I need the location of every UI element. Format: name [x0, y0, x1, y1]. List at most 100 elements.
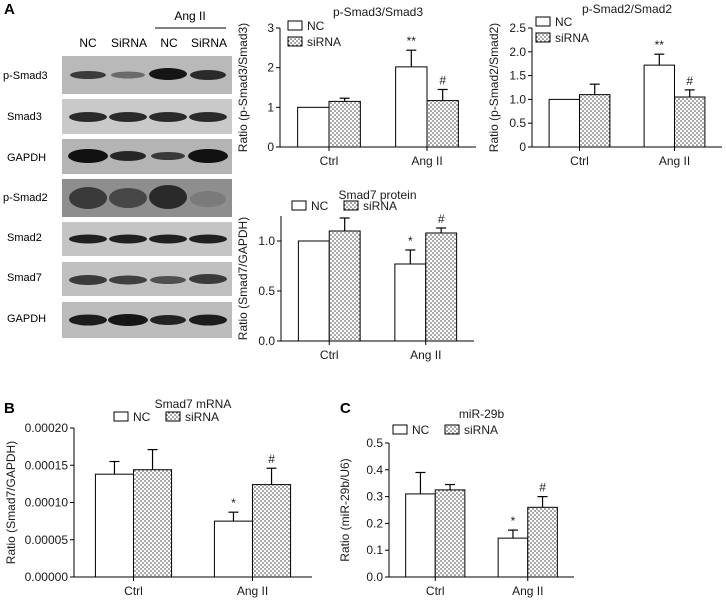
y-tick-label: 0.00015: [25, 458, 69, 472]
blot-band: [150, 315, 186, 325]
blot-group-label: Ang II: [174, 9, 205, 23]
blot-band: [109, 234, 147, 244]
chart-p-smad2-ratio: p-Smad2/Smad2 0 0.5 1.0 1.5 2.0 2.5 Ratio (p-Sm…: [487, 2, 722, 168]
bar-sirna-ang-ii: [425, 232, 458, 342]
y-tick-label: 1: [267, 100, 274, 114]
blot-band: [188, 149, 228, 163]
blot-row-label-p-smad3: p-Smad3: [3, 70, 48, 82]
bar-nc-ang-ii: [497, 537, 529, 578]
bar-nc-ang-ii: [643, 64, 675, 148]
blot-band: [149, 68, 187, 80]
legend-swatch-sirna: [343, 200, 359, 211]
blot-band: [189, 314, 227, 326]
blot-band: [150, 276, 186, 284]
x-tick-label: Ctrl: [320, 348, 339, 362]
legend-swatch-nc: [392, 424, 408, 435]
chart-title: Smad7 protein: [338, 188, 416, 202]
bar-nc-ang-ii: [395, 66, 428, 148]
y-tick-label: 0.00005: [25, 533, 69, 547]
legend-label-sirna: siRNA: [555, 31, 589, 45]
legend-label-sirna: siRNA: [307, 35, 341, 49]
y-tick-label: 1.0: [258, 234, 275, 248]
significance-marker: #: [268, 452, 275, 466]
bar-nc-ang-ii: [213, 520, 253, 578]
x-tick-label: Ang II: [237, 584, 268, 598]
x-tick-label: Ang II: [512, 584, 543, 598]
blot-band: [109, 188, 147, 208]
y-tick-label: 0.5: [366, 436, 383, 450]
y-tick-label: 0.0: [366, 570, 383, 584]
bar-sirna-ctrl: [133, 469, 173, 578]
legend-swatch-nc: [287, 20, 303, 31]
panel-label-a: A: [4, 1, 15, 18]
blot-band: [111, 71, 145, 79]
bar-nc-ctrl: [94, 473, 134, 578]
bar-sirna-ctrl: [434, 489, 466, 578]
blot-band: [69, 314, 107, 326]
bar-sirna-ctrl: [328, 100, 361, 148]
legend-swatch-sirna: [165, 411, 181, 422]
x-tick-label: Ctrl: [124, 584, 143, 598]
legend-label-nc: NC: [133, 410, 151, 424]
legend-swatch-sirna: [444, 424, 460, 435]
blot-row-labels: p-Smad3 Smad3 GAPDH p-Smad2 Smad2 Smad7 …: [3, 70, 48, 325]
legend-label-sirna: siRNA: [464, 423, 498, 437]
x-tick-label: Ang II: [659, 154, 690, 168]
y-tick-label: 0.00010: [25, 496, 69, 510]
bar-nc-ctrl: [297, 240, 330, 342]
y-tick-label: 0.5: [509, 116, 526, 130]
y-axis-label: Ratio (Smad7/GAPDH): [236, 217, 250, 340]
y-tick-label: 0.00000: [25, 570, 69, 584]
bar-sirna-ang-ii: [674, 96, 706, 148]
y-tick-label: 2: [267, 61, 274, 75]
blot-band: [109, 275, 147, 285]
legend-label-nc: NC: [555, 15, 573, 29]
blot-col-label-nc-1: NC: [79, 36, 97, 50]
y-tick-label: 0.4: [366, 463, 383, 477]
chart-title: p-Smad3/Smad3: [333, 5, 423, 19]
bar-sirna-ang-ii: [252, 484, 292, 578]
legend-label-sirna: siRNA: [185, 410, 219, 424]
bar-sirna-ang-ii: [527, 506, 558, 578]
chart-smad7-mrna: Smad7 mRNA 0.00000 0.00005 0.00010 0.00015 0.…: [4, 397, 312, 598]
chart-title: Smad7 mRNA: [155, 397, 232, 411]
y-tick-label: 0.1: [366, 543, 383, 557]
legend-label-nc: NC: [412, 423, 430, 437]
x-tick-label: Ctrl: [426, 584, 445, 598]
blot-col-label-nc-2: NC: [160, 36, 178, 50]
y-tick-label: 0.0: [258, 334, 275, 348]
y-tick-label: 1.0: [509, 92, 526, 106]
y-tick-label: 3: [267, 21, 274, 35]
y-axis-label: Ratio (miR-29b/U6): [338, 458, 352, 561]
y-tick-label: 2.5: [509, 21, 526, 35]
blot-row-label-smad2: Smad2: [7, 232, 42, 244]
blot-band: [69, 187, 107, 209]
bar-nc-ang-ii: [394, 263, 427, 342]
significance-marker: #: [686, 74, 693, 88]
y-tick-label: 0: [267, 140, 274, 154]
panel-label-c: C: [340, 400, 351, 417]
y-tick-label: 0.2: [366, 516, 383, 530]
blot-band: [149, 112, 187, 122]
significance-marker: *: [511, 514, 516, 528]
significance-marker: *: [231, 496, 236, 510]
blot-band: [189, 274, 227, 284]
blot-row-label-gapdh-1: GAPDH: [7, 152, 46, 164]
blot-band: [151, 152, 185, 160]
blot-band: [190, 191, 226, 207]
blot-row-label-smad7: Smad7: [7, 272, 42, 284]
legend-swatch-sirna: [535, 32, 551, 43]
blot-band: [189, 234, 227, 244]
blot-col-label-sirna-1: SiRNA: [111, 36, 147, 50]
blot-band: [69, 275, 107, 285]
x-tick-label: Ang II: [411, 154, 442, 168]
y-tick-label: 0.00020: [25, 421, 69, 435]
legend-label-sirna: siRNA: [363, 199, 397, 213]
significance-marker: **: [655, 38, 665, 52]
blot-row-label-smad3: Smad3: [7, 111, 42, 123]
blot-band: [149, 234, 187, 244]
legend-swatch-nc: [535, 16, 551, 27]
y-tick-label: 0.3: [366, 490, 383, 504]
y-tick-label: 0.5: [258, 284, 275, 298]
